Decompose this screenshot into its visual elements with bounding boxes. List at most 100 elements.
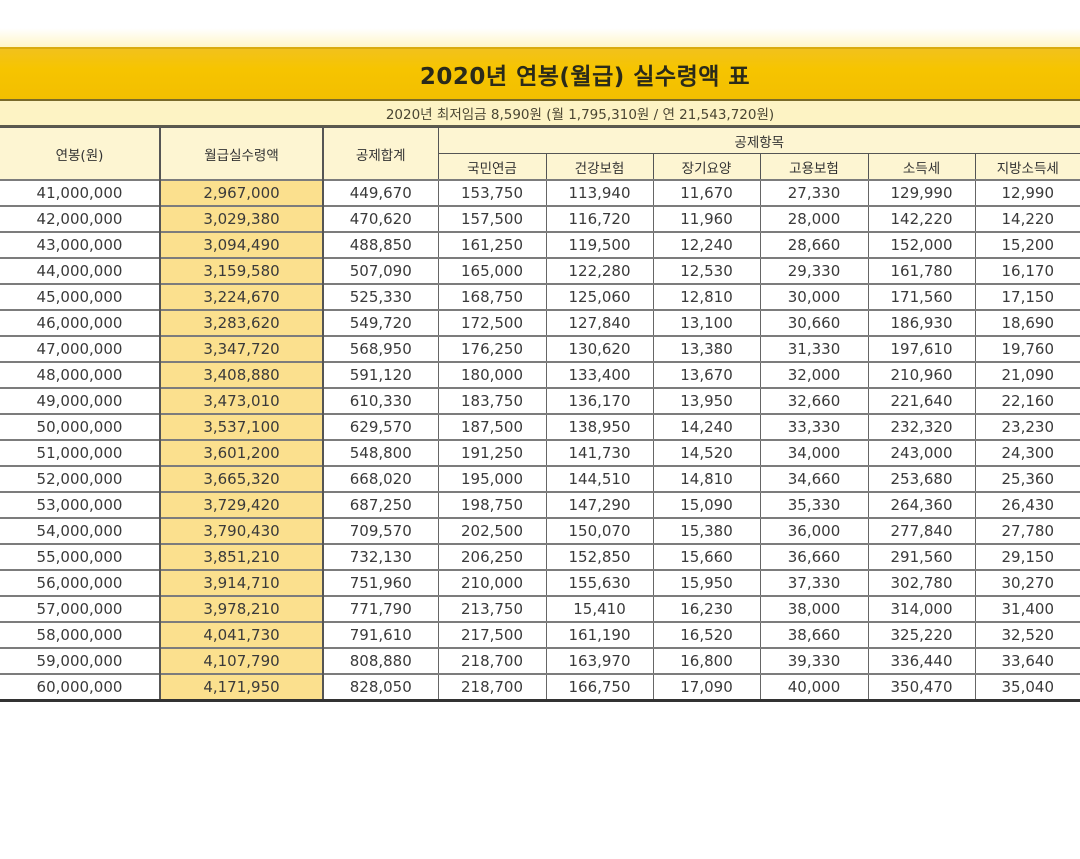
cell-national-pension: 187,500 xyxy=(437,413,547,441)
cell-income-tax: 221,640 xyxy=(867,387,976,415)
header-national-pension: 국민연금 xyxy=(438,153,547,181)
cell-national-pension: 213,750 xyxy=(437,595,547,623)
cell-health-insurance: 152,850 xyxy=(545,543,654,571)
cell-long-term-care: 14,520 xyxy=(652,439,761,467)
cell-long-term-care: 13,950 xyxy=(652,387,761,415)
cell-national-pension: 210,000 xyxy=(437,569,547,597)
cell-monthly-net: 4,041,730 xyxy=(159,621,324,649)
cell-national-pension: 218,700 xyxy=(437,647,547,675)
cell-health-insurance: 163,970 xyxy=(545,647,654,675)
cell-income-tax: 325,220 xyxy=(867,621,976,649)
cell-income-tax: 171,560 xyxy=(867,283,976,311)
table-row: 43,000,000 3,094,490 488,850 161,250 119,500… xyxy=(0,231,1080,259)
cell-income-tax: 314,000 xyxy=(867,595,976,623)
cell-monthly-net: 3,790,430 xyxy=(159,517,324,545)
cell-monthly-net: 3,094,490 xyxy=(159,231,324,259)
cell-monthly-net: 3,851,210 xyxy=(159,543,324,571)
cell-local-income-tax: 32,520 xyxy=(974,621,1080,649)
cell-employment-insurance: 36,000 xyxy=(759,517,869,545)
cell-local-income-tax: 35,040 xyxy=(974,673,1080,702)
cell-long-term-care: 14,240 xyxy=(652,413,761,441)
header-health-insurance: 건강보험 xyxy=(545,153,654,181)
cell-national-pension: 161,250 xyxy=(437,231,547,259)
header-local-income-tax: 지방소득세 xyxy=(974,153,1080,181)
cell-deduction-total: 732,130 xyxy=(322,543,439,571)
cell-employment-insurance: 30,660 xyxy=(759,309,869,337)
cell-local-income-tax: 19,760 xyxy=(974,335,1080,363)
cell-annual-salary: 47,000,000 xyxy=(0,335,161,363)
cell-deduction-total: 507,090 xyxy=(322,257,439,285)
cell-health-insurance: 125,060 xyxy=(545,283,654,311)
cell-monthly-net: 3,347,720 xyxy=(159,335,324,363)
cell-deduction-total: 488,850 xyxy=(322,231,439,259)
table-row: 57,000,000 3,978,210 771,790 213,750 15,410 1… xyxy=(0,595,1080,623)
cell-local-income-tax: 15,200 xyxy=(974,231,1080,259)
cell-national-pension: 198,750 xyxy=(437,491,547,519)
header-deduction-items: 공제항목 xyxy=(437,127,1080,154)
cell-deduction-total: 751,960 xyxy=(322,569,439,597)
cell-monthly-net: 4,107,790 xyxy=(159,647,324,675)
table-row: 53,000,000 3,729,420 687,250 198,750 147,290… xyxy=(0,491,1080,519)
cell-annual-salary: 49,000,000 xyxy=(0,387,161,415)
cell-national-pension: 165,000 xyxy=(437,257,547,285)
table-row: 50,000,000 3,537,100 629,570 187,500 138,950… xyxy=(0,413,1080,441)
cell-long-term-care: 16,230 xyxy=(652,595,761,623)
cell-long-term-care: 13,380 xyxy=(652,335,761,363)
cell-annual-salary: 54,000,000 xyxy=(0,517,161,545)
cell-annual-salary: 45,000,000 xyxy=(0,283,161,311)
table-row: 48,000,000 3,408,880 591,120 180,000 133,400… xyxy=(0,361,1080,389)
cell-monthly-net: 3,473,010 xyxy=(159,387,324,415)
cell-long-term-care: 16,520 xyxy=(652,621,761,649)
cell-employment-insurance: 37,330 xyxy=(759,569,869,597)
cell-monthly-net: 2,967,000 xyxy=(159,179,324,207)
cell-health-insurance: 133,400 xyxy=(545,361,654,389)
table-row: 41,000,000 2,967,000 449,670 153,750 113,940… xyxy=(0,179,1080,207)
cell-employment-insurance: 35,330 xyxy=(759,491,869,519)
cell-employment-insurance: 38,000 xyxy=(759,595,869,623)
cell-annual-salary: 42,000,000 xyxy=(0,205,161,233)
cell-health-insurance: 161,190 xyxy=(545,621,654,649)
cell-national-pension: 217,500 xyxy=(437,621,547,649)
cell-deduction-total: 549,720 xyxy=(322,309,439,337)
table-row: 47,000,000 3,347,720 568,950 176,250 130,620… xyxy=(0,335,1080,363)
cell-health-insurance: 119,500 xyxy=(545,231,654,259)
cell-national-pension: 218,700 xyxy=(437,673,547,702)
cell-deduction-total: 687,250 xyxy=(322,491,439,519)
cell-employment-insurance: 39,330 xyxy=(759,647,869,675)
cell-local-income-tax: 27,780 xyxy=(974,517,1080,545)
cell-deduction-total: 568,950 xyxy=(322,335,439,363)
table-row: 55,000,000 3,851,210 732,130 206,250 152,850… xyxy=(0,543,1080,571)
cell-long-term-care: 13,670 xyxy=(652,361,761,389)
cell-long-term-care: 15,380 xyxy=(652,517,761,545)
cell-monthly-net: 3,978,210 xyxy=(159,595,324,623)
cell-health-insurance: 155,630 xyxy=(545,569,654,597)
subtitle-band: 2020년 최저임금 8,590원 (월 1,795,310원 / 연 21,5… xyxy=(0,101,1080,127)
cell-annual-salary: 52,000,000 xyxy=(0,465,161,493)
cell-long-term-care: 15,090 xyxy=(652,491,761,519)
salary-table: 연봉(원) 월급실수령액 공제합계 공제항목 국민연금 건강보험 장기요양 고용… xyxy=(0,127,1080,702)
cell-long-term-care: 12,530 xyxy=(652,257,761,285)
cell-income-tax: 186,930 xyxy=(867,309,976,337)
cell-income-tax: 277,840 xyxy=(867,517,976,545)
cell-annual-salary: 48,000,000 xyxy=(0,361,161,389)
table-row: 54,000,000 3,790,430 709,570 202,500 150,070… xyxy=(0,517,1080,545)
cell-long-term-care: 11,960 xyxy=(652,205,761,233)
cell-health-insurance: 130,620 xyxy=(545,335,654,363)
cell-deduction-total: 591,120 xyxy=(322,361,439,389)
cell-national-pension: 172,500 xyxy=(437,309,547,337)
cell-deduction-total: 629,570 xyxy=(322,413,439,441)
cell-employment-insurance: 38,660 xyxy=(759,621,869,649)
cell-annual-salary: 46,000,000 xyxy=(0,309,161,337)
cell-employment-insurance: 29,330 xyxy=(759,257,869,285)
cell-local-income-tax: 23,230 xyxy=(974,413,1080,441)
title-band: 2020년 연봉(월급) 실수령액 표 xyxy=(0,47,1080,101)
cell-long-term-care: 15,950 xyxy=(652,569,761,597)
cell-health-insurance: 136,170 xyxy=(545,387,654,415)
cell-income-tax: 152,000 xyxy=(867,231,976,259)
table-body: 41,000,000 2,967,000 449,670 153,750 113,940… xyxy=(0,179,1080,702)
table-row: 59,000,000 4,107,790 808,880 218,700 163,970… xyxy=(0,647,1080,675)
cell-annual-salary: 50,000,000 xyxy=(0,413,161,441)
cell-national-pension: 206,250 xyxy=(437,543,547,571)
cell-employment-insurance: 33,330 xyxy=(759,413,869,441)
cell-local-income-tax: 30,270 xyxy=(974,569,1080,597)
